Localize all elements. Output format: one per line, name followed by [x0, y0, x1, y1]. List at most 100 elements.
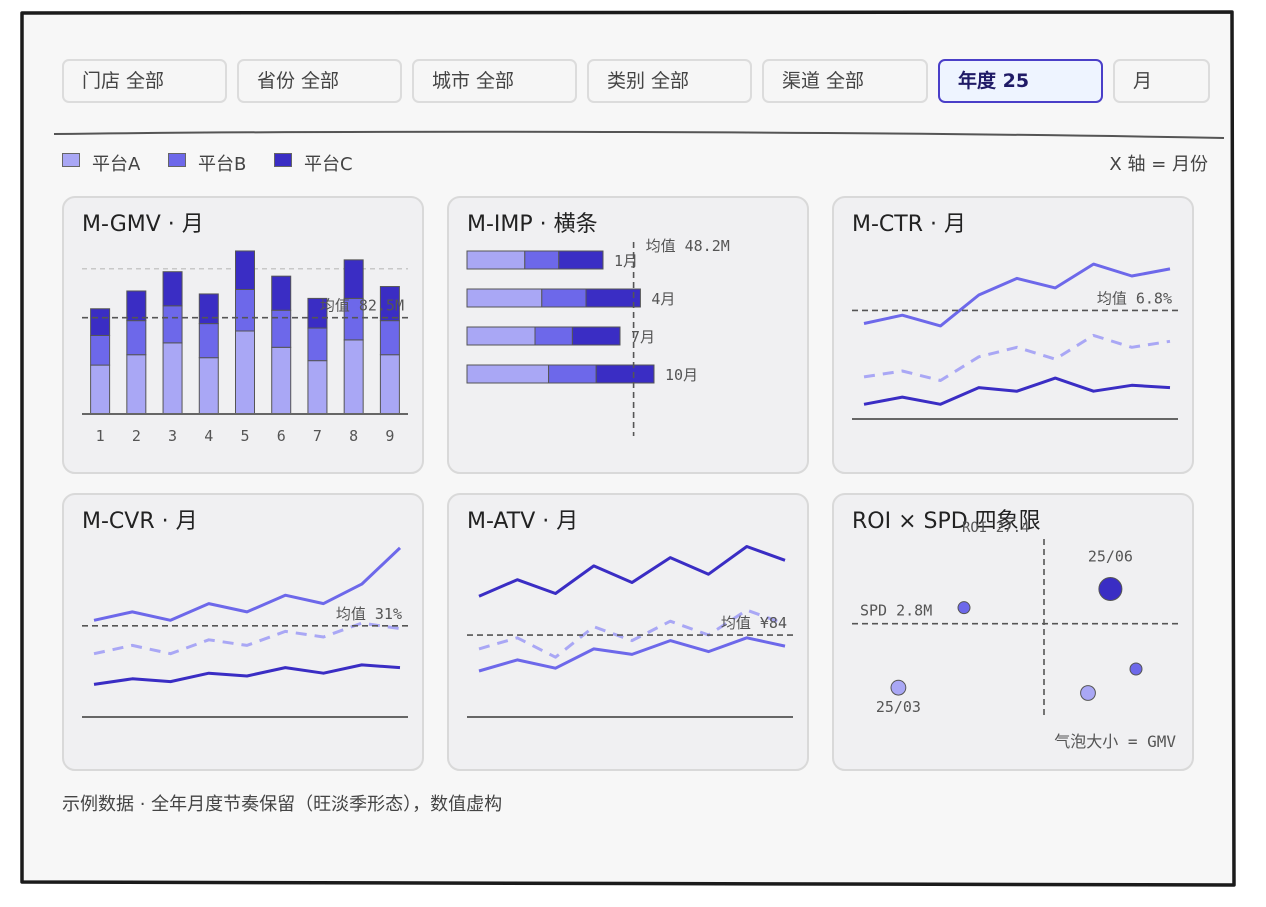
chart-ctr: 均值 6.8%: [852, 262, 1178, 420]
series-line: [863, 333, 1171, 382]
series-line: [478, 608, 786, 659]
card-atv: M-ATV · 月 均值 ¥84: [447, 493, 809, 771]
spd-ref-label: SPD 2.8M: [860, 602, 932, 620]
card-cvr: M-CVR · 月 均值 31%: [62, 493, 424, 771]
legend-label-b: 平台B: [198, 154, 247, 175]
card-imp: M-IMP · 横条 1月 4月 7月 10月 均值 48.2M: [447, 196, 809, 474]
series-line: [863, 376, 1171, 406]
y-tick-label: 10月: [665, 366, 698, 384]
bar-segment: [466, 326, 536, 346]
bar-segment: [271, 275, 292, 311]
bar-segment: [198, 357, 219, 415]
x-tick-label: 1: [96, 427, 105, 445]
mean-label: 均值 31%: [336, 605, 402, 623]
filter-city[interactable]: 城市 全部: [412, 59, 577, 103]
bubble-label: 25/06: [1088, 548, 1133, 566]
card-roi: ROI × SPD 四象限 ROI 27.4 SPD 2.8M 25/03 25/06…: [832, 493, 1194, 771]
mean-label: 均值 6.8%: [1097, 289, 1172, 307]
legend-label-a: 平台A: [92, 154, 141, 175]
bar-segment: [595, 364, 655, 384]
bar-segment: [307, 297, 328, 329]
series-line: [93, 621, 401, 656]
bar-segment: [235, 289, 255, 332]
chart-cvr: 均值 31%: [82, 546, 408, 718]
legend-swatch-b: [168, 153, 186, 167]
x-tick-label: 9: [385, 427, 394, 445]
series-line: [478, 636, 786, 673]
bar-segment: [541, 288, 587, 308]
x-tick-label: 4: [204, 427, 213, 445]
filter-store[interactable]: 门店 全部: [62, 59, 227, 103]
x-tick-label: 2: [132, 427, 141, 445]
bubble-size-note: 气泡大小 = GMV: [1054, 732, 1176, 751]
y-tick-label: 1月: [614, 252, 638, 270]
y-tick-label: 4月: [651, 290, 675, 308]
card-title-ctr: M-CTR · 月: [852, 212, 966, 237]
filter-month[interactable]: 月: [1113, 59, 1210, 103]
bar-segment: [126, 354, 147, 415]
bar-segment: [235, 250, 255, 290]
chart-roi: ROI 27.4 SPD 2.8M 25/03 25/06 气泡大小 = GMV: [852, 520, 1178, 751]
bubble: [890, 679, 907, 696]
bar-segment: [343, 339, 364, 415]
card-title-atv: M-ATV · 月: [467, 509, 579, 534]
bar-segment: [343, 259, 364, 299]
bar-segment: [198, 293, 219, 325]
card-title-cvr: M-CVR · 月: [82, 509, 198, 534]
footnote: 示例数据 · 全年月度节奏保留（旺淡季形态），数值虚构: [62, 794, 503, 815]
bar-segment: [558, 250, 604, 270]
bar-segment: [534, 326, 573, 346]
filter-province[interactable]: 省份 全部: [237, 59, 402, 103]
x-tick-label: 5: [240, 427, 249, 445]
card-ctr: M-CTR · 月 均值 6.8%: [832, 196, 1194, 474]
bar-segment: [379, 320, 400, 356]
bubble-label: 25/03: [876, 698, 921, 716]
bar-segment: [90, 308, 111, 336]
bar-segment: [126, 320, 147, 356]
bar-segment: [466, 288, 543, 308]
bar-segment: [466, 364, 550, 384]
x-tick-label: 6: [277, 427, 286, 445]
bar-segment: [271, 346, 292, 415]
card-gmv: M-GMV · 月 1 2 3 4 5 6 7 8 9 均值 82.5M: [62, 196, 424, 474]
bar-segment: [162, 305, 183, 344]
bubble: [1080, 685, 1096, 701]
bubble: [1098, 577, 1123, 601]
bar-segment: [307, 360, 328, 415]
x-tick-label: 7: [313, 427, 322, 445]
filter-category[interactable]: 类别 全部: [587, 59, 752, 103]
bubble: [957, 601, 971, 615]
filter-year[interactable]: 年度 25: [938, 59, 1103, 103]
mean-label: 均值 ¥84: [721, 614, 787, 632]
bar-segment: [90, 334, 111, 366]
mean-label: 均值 82.5M: [320, 297, 404, 315]
roi-ref-label: ROI 27.4: [962, 520, 1029, 536]
legend-swatch-c: [274, 153, 292, 167]
series-line: [93, 546, 402, 622]
legend-swatch-a: [62, 153, 80, 167]
x-tick-label: 8: [349, 427, 358, 445]
mean-label: 均值 48.2M: [646, 237, 730, 255]
bar-segment: [379, 286, 400, 322]
bar-segment: [162, 271, 183, 307]
bar-segment: [271, 309, 292, 348]
bar-segment: [466, 250, 526, 270]
bar-segment: [126, 290, 147, 322]
chart-gmv: 1 2 3 4 5 6 7 8 9 均值 82.5M: [82, 250, 408, 445]
x-axis-note: X 轴 = 月份: [1109, 154, 1208, 175]
bar-segment: [379, 354, 400, 415]
bar-segment: [585, 288, 641, 308]
series-line: [863, 262, 1171, 328]
bubble: [1129, 662, 1143, 676]
bar-segment: [524, 250, 560, 270]
bar-segment: [235, 330, 255, 415]
bar-segment: [198, 323, 219, 359]
bar-segment: [571, 326, 621, 346]
card-title-imp: M-IMP · 横条: [467, 212, 598, 237]
chart-atv: 均值 ¥84: [467, 545, 793, 718]
bar-segment: [307, 327, 328, 362]
x-tick-label: 3: [168, 427, 177, 445]
legend-label-c: 平台C: [304, 154, 353, 175]
bar-segment: [548, 364, 597, 384]
filter-channel[interactable]: 渠道 全部: [762, 59, 928, 103]
